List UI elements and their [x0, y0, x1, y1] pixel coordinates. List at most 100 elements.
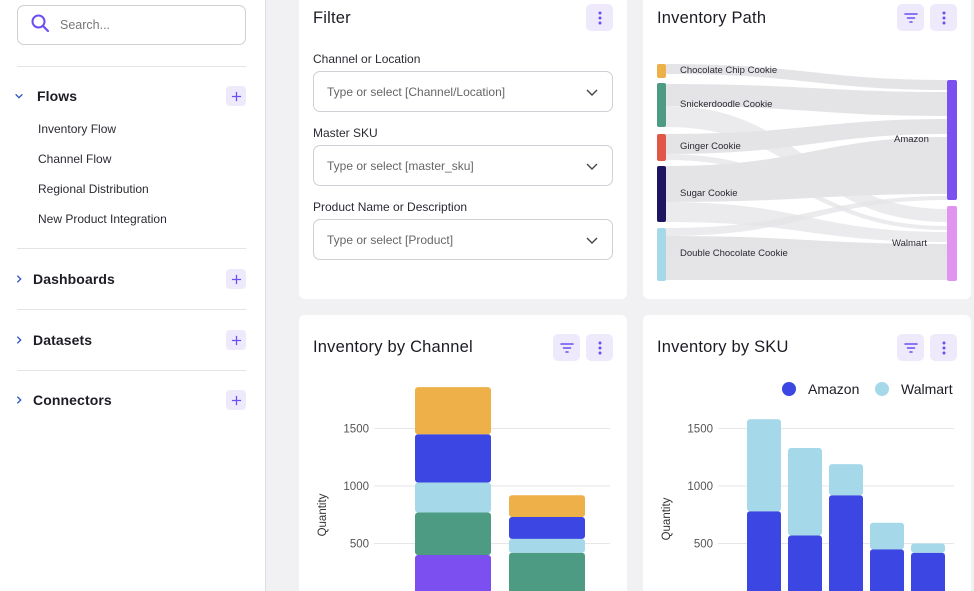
sankey-label: Snickerdoodle Cookie [680, 99, 773, 110]
node-ginger [657, 134, 666, 161]
node-walmart [947, 206, 957, 281]
flow-sugar-amazon [666, 137, 947, 202]
search-box[interactable] [17, 5, 246, 45]
bar-segment [829, 464, 863, 496]
y-tick-label: 1000 [687, 481, 713, 493]
node-chocolate-chip [657, 64, 666, 78]
bar-segment [870, 522, 904, 550]
product-select[interactable]: Type or select [Product] [313, 219, 613, 260]
filter-button[interactable] [553, 334, 580, 361]
sankey-flows [666, 64, 947, 280]
select-placeholder: Type or select [Channel/Location] [327, 84, 506, 99]
field-label: Channel or Location [313, 52, 421, 66]
section-label: Datasets [33, 332, 93, 348]
chevron-right-icon [13, 334, 25, 346]
master-sku-select[interactable]: Type or select [master_sku] [313, 145, 613, 186]
card-title: Filter [313, 9, 351, 27]
add-dashboard-button[interactable] [226, 269, 246, 289]
node-sugar [657, 166, 666, 222]
sidebar-item-new-product-integration[interactable]: New Product Integration [38, 212, 167, 226]
y-tick-label: 1500 [687, 424, 713, 436]
sankey-label: Ginger Cookie [680, 141, 741, 152]
sidebar: Flows Inventory Flow Channel Flow Region… [0, 0, 266, 591]
y-axis-label: Quantity [661, 497, 673, 540]
more-options-button[interactable] [586, 334, 613, 361]
bar-segment [415, 434, 491, 483]
search-input[interactable] [60, 18, 230, 32]
plus-icon [231, 274, 241, 284]
sidebar-section-connectors[interactable]: Connectors [13, 389, 246, 411]
search-icon [30, 13, 50, 38]
card-title: Inventory by SKU [657, 338, 789, 356]
chevron-down-icon [586, 89, 598, 96]
filter-card: Filter Channel or Location Type or selec… [299, 0, 627, 299]
kebab-icon [598, 341, 601, 354]
legend-label: Walmart [901, 381, 953, 397]
node-snickerdoodle [657, 83, 666, 127]
y-tick-label: 1000 [343, 481, 369, 493]
sankey-label: Sugar Cookie [680, 188, 738, 199]
add-dataset-button[interactable] [226, 330, 246, 350]
bar-segment [415, 387, 491, 435]
y-axis-label: Quantity [317, 493, 329, 536]
bar-segment [509, 552, 585, 591]
select-placeholder: Type or select [Product] [327, 232, 454, 247]
legend-dot [782, 382, 796, 396]
legend-item-walmart[interactable]: Walmart [875, 381, 953, 397]
flow-chocolate-chip-amazon [666, 64, 947, 90]
kebab-icon [942, 11, 945, 24]
more-options-button[interactable] [930, 4, 957, 31]
sidebar-section-datasets[interactable]: Datasets [13, 329, 246, 351]
channel-location-select[interactable]: Type or select [Channel/Location] [313, 71, 613, 112]
plus-icon [231, 395, 241, 405]
y-tick-label: 500 [350, 539, 369, 551]
y-tick-label: 500 [694, 539, 713, 551]
legend-item-amazon[interactable]: Amazon [782, 381, 859, 397]
plus-icon [231, 335, 241, 345]
add-connector-button[interactable] [226, 390, 246, 410]
sankey-diagram [657, 64, 957, 281]
filter-button[interactable] [897, 4, 924, 31]
field-label: Master SKU [313, 126, 378, 140]
filter-icon [903, 12, 918, 23]
filter-icon [903, 342, 918, 353]
more-options-button[interactable] [586, 4, 613, 31]
flow-sugar-walmart [666, 202, 947, 242]
bar-segment [747, 511, 781, 591]
field-label: Product Name or Description [313, 200, 468, 214]
add-flow-button[interactable] [226, 86, 246, 106]
flow-double-chocolate-amazon [666, 196, 947, 236]
divider [17, 66, 246, 67]
bar-segment [911, 543, 945, 553]
inventory-path-card: Inventory Path Chocolate Chip Cookie Sni… [643, 0, 971, 299]
sidebar-item-regional-distribution[interactable]: Regional Distribution [38, 182, 149, 196]
section-label: Flows [37, 88, 78, 104]
flow-ginger-amazon [666, 119, 947, 154]
bar-segment [870, 549, 904, 591]
legend-dot [875, 382, 889, 396]
filter-button[interactable] [897, 334, 924, 361]
divider [17, 248, 246, 249]
node-double-chocolate [657, 228, 666, 281]
sidebar-section-flows[interactable]: Flows [13, 85, 246, 107]
bar-segment [911, 552, 945, 591]
sidebar-section-dashboards[interactable]: Dashboards [13, 268, 246, 290]
divider [17, 370, 246, 371]
card-title: Inventory Path [657, 9, 767, 27]
flow-snickerdoodle-amazon [666, 84, 947, 116]
bar-segment [415, 512, 491, 555]
more-options-button[interactable] [930, 334, 957, 361]
select-placeholder: Type or select [master_sku] [327, 158, 474, 173]
sidebar-item-inventory-flow[interactable]: Inventory Flow [38, 122, 117, 136]
bar-segment [509, 495, 585, 518]
flow-double-chocolate-walmart [666, 236, 947, 280]
sidebar-item-channel-flow[interactable]: Channel Flow [38, 152, 112, 166]
chevron-right-icon [13, 273, 25, 285]
card-title: Inventory by Channel [313, 338, 473, 356]
kebab-icon [942, 341, 945, 354]
plus-icon [231, 91, 241, 101]
filter-icon [559, 342, 574, 353]
section-label: Dashboards [33, 271, 115, 287]
bar-segment [747, 419, 781, 512]
sankey-label: Double Chocolate Cookie [680, 248, 788, 259]
